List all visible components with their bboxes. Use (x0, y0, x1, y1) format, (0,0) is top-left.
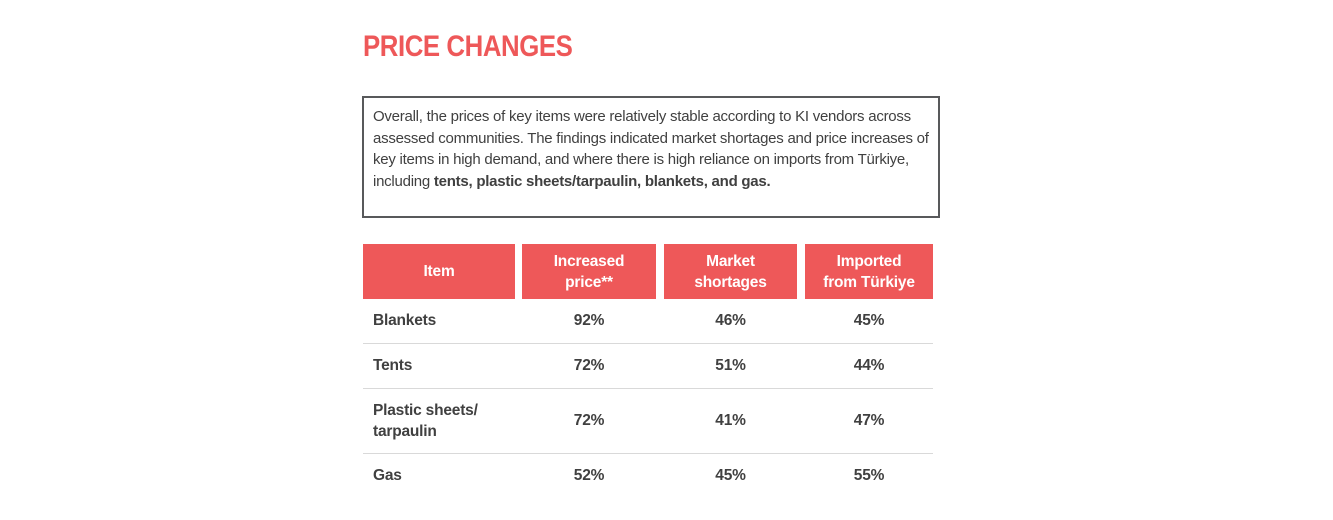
cell-imported: 47% (853, 412, 885, 430)
cell-increased-price: 72% (573, 357, 605, 375)
cell-increased-price: 92% (573, 312, 605, 330)
header-increased-price: Increased price** (522, 244, 656, 299)
cell-market-shortages: 41% (715, 412, 746, 430)
table-header-row: Item Increased price** Market shortages … (363, 244, 933, 299)
cell-imported: 55% (853, 467, 885, 485)
header-imported-from-turkiye: Imported from Türkiye (805, 244, 933, 299)
price-changes-table: Item Increased price** Market shortages … (363, 244, 933, 498)
header-imported-label: Imported from Türkiye (823, 252, 915, 291)
cell-market-shortages: 46% (715, 312, 746, 330)
header-increased-price-label: Increased price** (553, 252, 625, 291)
table-row: Plastic sheets/ tarpaulin 72% 41% 47% (363, 389, 933, 454)
cell-market-shortages: 45% (715, 467, 746, 485)
table-row: Gas 52% 45% 55% (363, 454, 933, 498)
header-market-shortages: Market shortages (664, 244, 797, 299)
table-row: Tents 72% 51% 44% (363, 344, 933, 389)
table-row: Blankets 92% 46% 45% (363, 299, 933, 344)
cell-item: Tents (373, 357, 413, 375)
summary-box: Overall, the prices of key items were re… (362, 96, 940, 218)
header-market-shortages-label: Market shortages (694, 252, 767, 291)
cell-item: Gas (373, 467, 402, 485)
cell-increased-price: 72% (573, 412, 605, 430)
cell-imported: 44% (853, 357, 885, 375)
cell-imported: 45% (853, 312, 885, 330)
cell-item-label: Plastic sheets/ tarpaulin (373, 401, 478, 441)
cell-item: Plastic sheets/ tarpaulin (373, 389, 513, 453)
cell-increased-price: 52% (573, 467, 605, 485)
cell-item: Blankets (373, 312, 437, 330)
section-title: PRICE CHANGES (363, 30, 573, 63)
header-item: Item (363, 244, 515, 299)
cell-market-shortages: 51% (715, 357, 746, 375)
summary-bold-text: tents, plastic sheets/tarpaulin, blanket… (433, 172, 771, 190)
summary-text: Overall, the prices of key items were re… (373, 108, 929, 190)
